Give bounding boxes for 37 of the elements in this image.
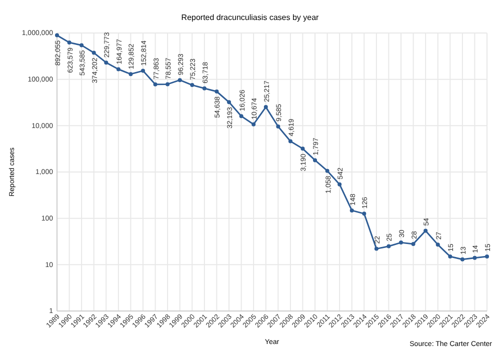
point xyxy=(448,254,452,259)
point xyxy=(362,212,366,216)
point xyxy=(227,100,231,104)
point xyxy=(313,158,317,162)
point xyxy=(178,78,182,82)
chart-title: Reported dracunculiasis cases by year xyxy=(181,13,320,22)
point xyxy=(239,114,244,118)
point xyxy=(141,68,145,73)
point xyxy=(190,83,194,88)
point xyxy=(338,182,342,186)
point xyxy=(300,146,305,151)
point xyxy=(153,82,158,86)
point xyxy=(399,240,403,245)
point xyxy=(472,256,477,260)
point xyxy=(128,72,133,76)
point xyxy=(325,168,330,173)
point xyxy=(288,139,292,144)
point xyxy=(116,67,120,72)
point xyxy=(80,43,84,48)
point xyxy=(92,50,96,55)
point xyxy=(264,105,268,110)
point xyxy=(202,86,206,90)
point xyxy=(411,242,416,246)
point xyxy=(166,82,170,86)
point xyxy=(386,244,391,248)
point xyxy=(104,60,108,65)
point xyxy=(214,89,219,94)
point xyxy=(252,122,256,126)
point xyxy=(485,254,489,259)
point xyxy=(424,228,428,233)
point xyxy=(436,242,440,247)
point xyxy=(276,124,280,129)
point xyxy=(460,257,464,262)
point xyxy=(55,33,59,38)
point xyxy=(374,246,378,251)
point xyxy=(350,208,354,212)
point xyxy=(67,40,72,45)
